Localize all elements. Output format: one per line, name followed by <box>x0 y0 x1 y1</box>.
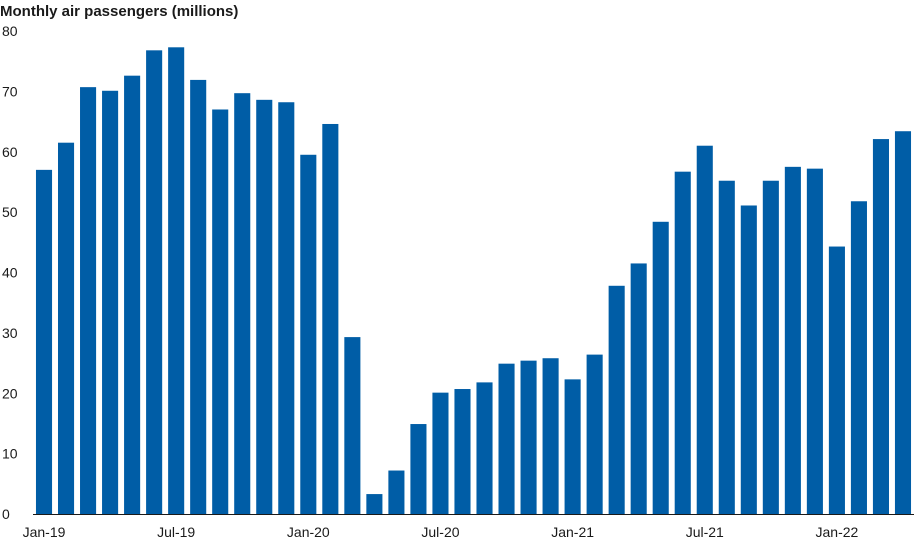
bar-Jun-20 <box>410 424 427 514</box>
bar-Dec-19 <box>278 102 295 515</box>
bar-Dec-20 <box>542 358 559 514</box>
x-tick-label: Jul-19 <box>157 524 195 540</box>
bar-Mar-20 <box>344 337 361 514</box>
bar-Aug-20 <box>454 389 471 514</box>
bar-Aug-21 <box>718 180 735 515</box>
bar-Jun-19 <box>146 50 163 514</box>
bar-Oct-21 <box>762 180 779 515</box>
bar-Apr-20 <box>366 494 383 514</box>
x-tick-label: Jan-21 <box>551 524 594 540</box>
bar-May-20 <box>388 470 405 514</box>
x-tick-label: Jan-22 <box>816 524 859 540</box>
x-tick-label: Jul-21 <box>686 524 724 540</box>
x-axis: Jan-19 Jul-19 Jan-20 Jul-20 Jan-21 Jul-21 Jan-… <box>23 524 859 540</box>
bar-Dec-21 <box>806 168 823 514</box>
y-tick-label: 80 <box>2 23 18 39</box>
bar-Jan-21 <box>564 379 581 514</box>
y-tick-label: 40 <box>2 265 18 281</box>
bar-Jul-20 <box>432 392 449 514</box>
bar-Sep-20 <box>476 382 493 514</box>
y-tick-label: 30 <box>2 325 18 341</box>
x-tick-label: Jan-20 <box>287 524 330 540</box>
bar-Feb-19 <box>57 142 75 514</box>
bar-Feb-21 <box>586 354 603 514</box>
y-tick-label: 0 <box>2 506 10 522</box>
bars <box>35 47 912 515</box>
bar-Sep-19 <box>212 109 229 515</box>
y-tick-label: 10 <box>2 446 18 462</box>
bar-Apr-21 <box>630 263 647 514</box>
y-tick-label: 70 <box>2 83 18 99</box>
x-tick-label: Jan-19 <box>23 524 66 540</box>
y-tick-label: 20 <box>2 385 18 401</box>
bar-May-19 <box>124 75 141 515</box>
bar-Nov-21 <box>784 166 801 514</box>
bar-Apr-19 <box>102 90 119 515</box>
y-tick-label: 60 <box>2 144 18 160</box>
bar-Aug-19 <box>190 79 207 514</box>
bar-Feb-20 <box>322 123 339 514</box>
bar-Jan-19 <box>35 169 53 515</box>
y-axis: 0 10 20 30 40 50 60 70 80 <box>2 23 18 522</box>
bar-Mar-19 <box>80 87 97 515</box>
bar-Jan-20 <box>300 154 317 515</box>
y-tick-label: 50 <box>2 204 18 220</box>
bar-Jul-21 <box>696 145 713 514</box>
bar-Apr-22 <box>894 131 912 514</box>
bar-Oct-19 <box>234 93 251 514</box>
bar-Mar-21 <box>608 285 625 514</box>
bar-Jun-21 <box>674 171 691 514</box>
bar-Sep-21 <box>740 205 757 514</box>
bar-May-21 <box>652 221 669 514</box>
bar-Mar-22 <box>872 139 890 515</box>
bar-Jan-22 <box>828 246 845 514</box>
bar-Feb-22 <box>850 201 867 514</box>
bar-Oct-20 <box>498 363 515 514</box>
bar-Nov-19 <box>256 99 273 514</box>
bar-Nov-20 <box>520 360 537 514</box>
chart-title: Monthly air passengers (millions) <box>0 3 238 20</box>
x-tick-label: Jul-20 <box>421 524 459 540</box>
bar-Jul-19 <box>168 47 185 515</box>
